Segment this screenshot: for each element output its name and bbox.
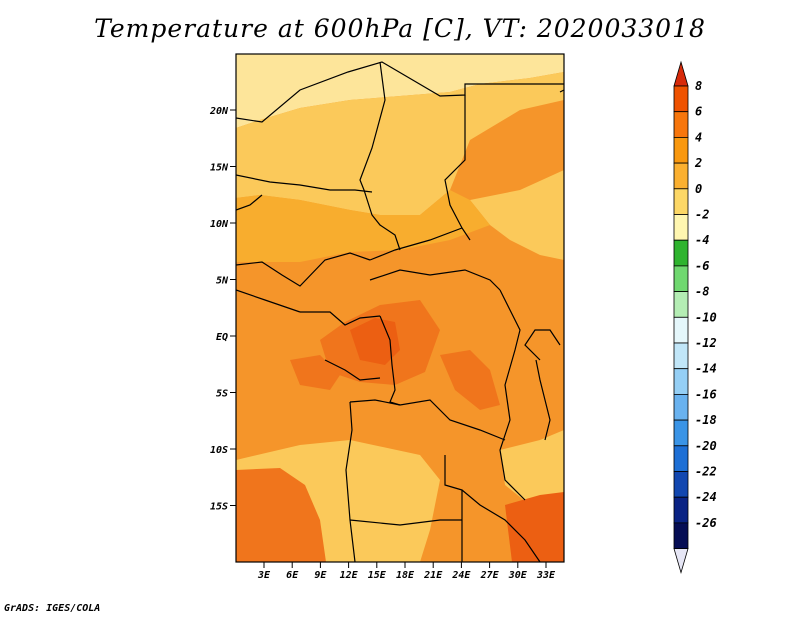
lat-label: 10S (210, 445, 228, 456)
lon-label: 18E (396, 570, 415, 581)
colorbar-label: -8 (695, 285, 709, 299)
colorbar-label: -20 (695, 439, 717, 453)
colorbar-segment (673, 188, 689, 215)
colorbar-bottom-arrow (673, 548, 689, 575)
colorbar-label: 0 (695, 182, 702, 196)
lon-label: 21E (423, 570, 443, 581)
chart-title: Temperature at 600hPa [C], VT: 202003301… (94, 14, 706, 43)
colorbar-segment (673, 522, 689, 550)
colorbar-segment (673, 136, 689, 164)
colorbar-label: 8 (695, 79, 702, 93)
lon-label: 6E (286, 570, 299, 581)
colorbar-label: -10 (695, 310, 717, 324)
colorbar-segment (673, 496, 689, 524)
colorbar-segment (673, 419, 689, 447)
map-frame (235, 53, 565, 563)
colorbar-segment (673, 445, 689, 472)
colorbar-label: 4 (695, 130, 702, 144)
lon-label: 33E (536, 570, 556, 581)
grads-credit: GrADS: IGES/COLA (4, 603, 101, 614)
lat-label: 5N (216, 276, 229, 287)
lat-label: 15S (210, 502, 228, 513)
lon-label: 9E (314, 570, 327, 581)
lon-label: 30E (508, 570, 528, 581)
latitude-axis: 20N 15N 10N 5N EQ 5S 10S 15S (209, 106, 236, 513)
colorbar-label: -6 (695, 259, 709, 273)
colorbar-segment (673, 239, 689, 267)
colorbar-label: -14 (695, 362, 717, 376)
colorbar-label: -4 (695, 233, 709, 247)
colorbar-label: -18 (695, 413, 717, 427)
lat-label: 20N (209, 106, 229, 117)
longitude-axis: 3E 6E 9E 12E 15E 18E 21E 24E 27E 30E 33E (257, 562, 556, 581)
lat-label: EQ (216, 332, 228, 343)
lon-label: 3E (257, 570, 271, 581)
field-light-sahara (236, 72, 564, 215)
field-hot-gabon (290, 355, 340, 390)
colorbar-label: -22 (695, 465, 717, 479)
colorbar-segment (673, 265, 689, 292)
colorbar-segment (673, 291, 689, 318)
lat-label: 15N (210, 163, 229, 174)
colorbar-label: 6 (695, 105, 702, 119)
colorbar-label: -2 (695, 208, 709, 222)
field-light-southeast (500, 430, 564, 505)
field-hottest-south (505, 492, 564, 562)
lon-label: 12E (340, 570, 359, 581)
field-light-east (470, 170, 564, 260)
field-hot-drc-east (440, 350, 500, 410)
colorbar: 8 6 4 2 0 -2 -4 -6 -8 -10 -12 -14 -16 -18 -20 -22 -24 -26 (673, 60, 717, 575)
colorbar-segment (673, 471, 689, 498)
colorbar-segment (673, 368, 689, 395)
temperature-field (236, 54, 564, 562)
lon-label: 15E (368, 570, 387, 581)
colorbar-label: 2 (694, 156, 702, 170)
colorbar-segment (673, 342, 689, 370)
lat-label: 10N (210, 219, 229, 230)
country-borders (236, 61, 564, 562)
colorbar-segment (673, 393, 689, 421)
field-hottest-congo (350, 318, 400, 365)
colorbar-segment (673, 111, 689, 138)
field-hot-southwest (236, 468, 326, 562)
field-mid-sahel (236, 190, 490, 262)
lat-label: 5S (216, 389, 228, 400)
colorbar-label: -26 (695, 516, 717, 530)
colorbar-segment (673, 316, 689, 344)
colorbar-segment (673, 85, 689, 113)
colorbar-label: -12 (695, 336, 717, 350)
lon-label: 27E (480, 570, 500, 581)
field-pale-north (236, 54, 564, 128)
colorbar-segment (673, 162, 689, 190)
colorbar-top-arrow (673, 60, 689, 87)
colorbar-segment (673, 214, 689, 241)
lon-label: 24E (451, 570, 471, 581)
colorbar-label: -16 (695, 387, 717, 401)
colorbar-label: -24 (695, 490, 717, 504)
